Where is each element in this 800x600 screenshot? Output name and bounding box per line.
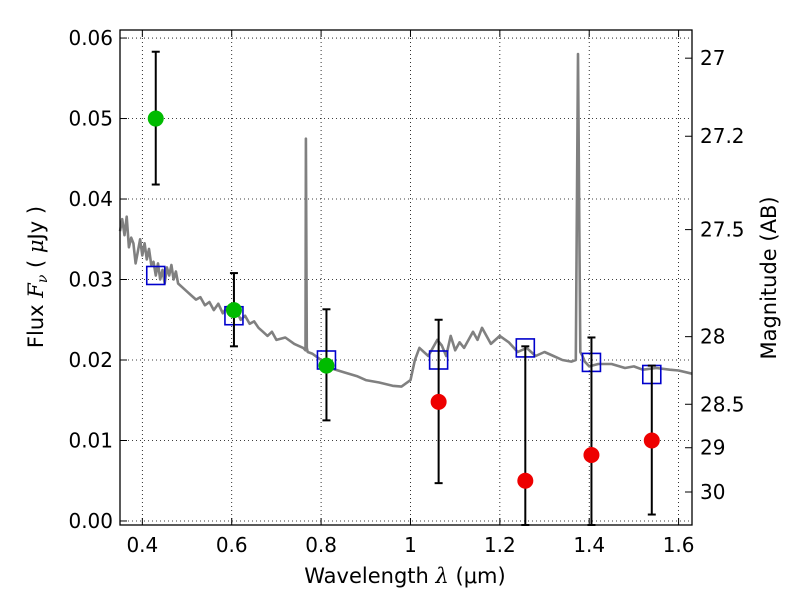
grid-lines [120, 30, 692, 525]
model-box-marker [145, 265, 166, 286]
axis-ticks [120, 30, 692, 525]
y2-tick-label: 28.5 [700, 392, 745, 416]
plot-frame [119, 29, 693, 526]
y2-axis-label: Magnitude (AB) [757, 196, 781, 359]
y2-tick-label: 28 [700, 325, 725, 349]
y2-tick-label: 27.2 [700, 124, 745, 148]
detection-point [318, 357, 335, 374]
non-detection-point [517, 472, 534, 489]
y2-tick-label: 27 [700, 46, 725, 70]
x-tick-label: 1.6 [663, 533, 695, 557]
y-tick-label: 0.02 [68, 348, 113, 372]
y-tick-label: 0.03 [68, 268, 113, 292]
model-box-layer [145, 265, 662, 385]
x-tick-labels: 0.4 0.6 0.8 1 1.2 1.4 1.6 [126, 533, 694, 557]
y-tick-label: 0.06 [68, 26, 113, 50]
non-detection-point [583, 446, 600, 463]
spectrum-layer [118, 52, 693, 388]
x-tick-label: 1 [404, 533, 417, 557]
non-detection-point [430, 393, 447, 410]
detection-point [147, 110, 164, 127]
y-axis-label: Flux Fν ( μJy ) [24, 206, 51, 348]
y-tick-label: 0.04 [68, 187, 113, 211]
y2-tick-label: 29 [700, 436, 725, 460]
y-tick-label: 0.00 [68, 509, 113, 533]
detection-point [225, 302, 242, 319]
x-tick-label: 0.6 [216, 533, 248, 557]
y2-tick-label: 30 [700, 480, 725, 504]
spectrum-line [118, 52, 693, 388]
y2-tick-label: 27.5 [700, 218, 745, 242]
x-tick-label: 0.4 [126, 533, 158, 557]
y2-tick-labels: 27 27.2 27.5 28 28.5 29 30 [700, 46, 745, 504]
non-detection-point [643, 432, 660, 449]
x-tick-label: 1.2 [484, 533, 516, 557]
y-tick-label: 0.05 [68, 107, 113, 131]
y-tick-labels: 0.00 0.01 0.02 0.03 0.04 0.05 0.06 [68, 26, 113, 533]
x-tick-label: 0.8 [305, 533, 337, 557]
y-tick-label: 0.01 [68, 428, 113, 452]
x-axis-label: Wavelength λ (μm) [304, 564, 505, 588]
x-tick-label: 1.4 [573, 533, 605, 557]
photometry-layer [147, 110, 660, 489]
